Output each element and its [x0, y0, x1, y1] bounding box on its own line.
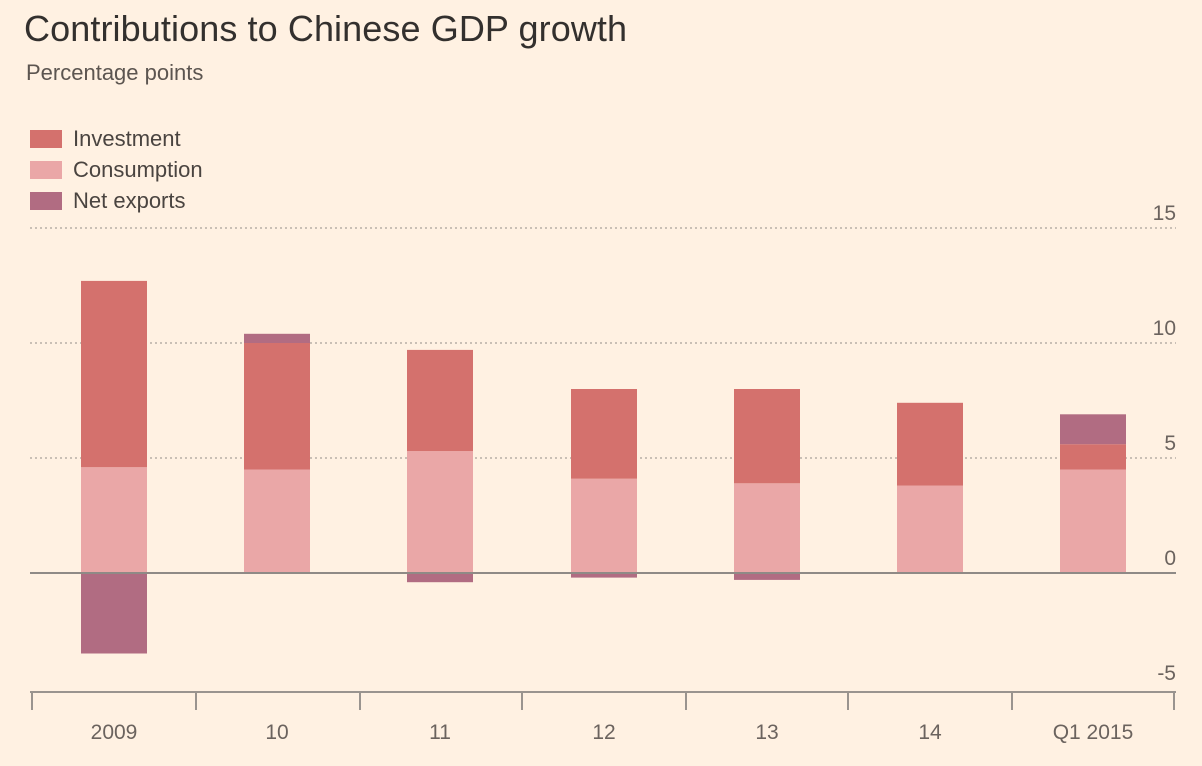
bar-net-exports-13: [734, 573, 800, 580]
chart-title: Contributions to Chinese GDP growth: [24, 8, 628, 49]
bar-investment-2009: [81, 280, 147, 468]
legend-item-consumption: Consumption: [30, 154, 203, 185]
x-tick-label-14: 14: [918, 721, 942, 744]
y-tick-label--5: -5: [1157, 662, 1176, 685]
x-tick-label-12: 12: [592, 721, 615, 744]
legend-label-consumption: Consumption: [73, 156, 203, 182]
y-tick-label-15: 15: [1153, 202, 1176, 225]
bar-consumption-12: [571, 478, 637, 573]
bar-investment-q1-2015: [1060, 444, 1126, 470]
chart-subtitle: Percentage points: [26, 60, 204, 85]
axes: -5 0 5 10 15 2009 10 11 12 13 14 Q1 2015: [30, 202, 1176, 744]
legend-swatch-consumption: [30, 160, 62, 179]
bar-consumption-10: [244, 469, 310, 573]
x-tick-label-2009: 2009: [91, 721, 138, 744]
bar-net-exports-10: [244, 333, 310, 343]
bar-investment-10: [244, 343, 310, 470]
bar-investment-13: [734, 389, 800, 484]
gridlines: [30, 227, 1176, 459]
bar-investment-12: [571, 389, 637, 479]
bar-consumption-2009: [81, 467, 147, 573]
bar-net-exports-q1-2015: [1060, 414, 1126, 445]
x-tick-label-q1-2015: Q1 2015: [1053, 721, 1134, 744]
y-tick-label-0: 0: [1164, 547, 1176, 570]
bar-consumption-11: [407, 451, 473, 573]
legend-item-investment: Investment: [30, 123, 203, 154]
legend-swatch-net-exports: [30, 191, 62, 210]
bar-net-exports-12: [571, 573, 637, 578]
bar-consumption-13: [734, 483, 800, 573]
x-tick-label-11: 11: [429, 721, 451, 744]
legend-label-net-exports: Net exports: [73, 187, 186, 213]
bar-investment-11: [407, 349, 473, 452]
legend: Investment Consumption Net exports: [30, 123, 203, 216]
bar-consumption-q1-2015: [1060, 469, 1126, 573]
legend-swatch-investment: [30, 129, 62, 148]
legend-item-net-exports: Net exports: [30, 185, 203, 216]
bars: [81, 280, 1126, 654]
x-tick-label-10: 10: [265, 721, 288, 744]
x-tick-label-13: 13: [755, 721, 778, 744]
bar-investment-14: [897, 402, 963, 486]
legend-label-investment: Investment: [73, 125, 181, 151]
y-tick-label-10: 10: [1153, 317, 1176, 340]
bar-net-exports-2009: [81, 573, 147, 654]
y-tick-label-5: 5: [1164, 432, 1176, 455]
bar-consumption-14: [897, 485, 963, 573]
bar-net-exports-11: [407, 573, 473, 583]
